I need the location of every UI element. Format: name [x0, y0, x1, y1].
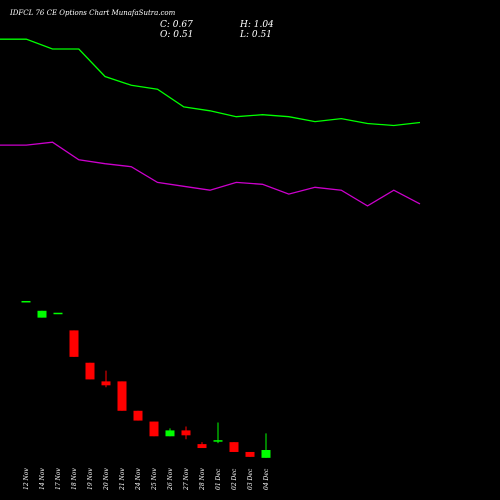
candle-body	[85, 362, 95, 380]
close-value: C: 0.67	[160, 20, 193, 30]
x-tick-label: 20 Nov	[103, 468, 110, 491]
candle-body	[133, 410, 143, 421]
candle-body	[53, 312, 63, 315]
upper-line	[0, 38, 421, 127]
candle-body	[117, 381, 127, 411]
candle-body	[165, 430, 175, 437]
candle	[181, 426, 191, 440]
candle-body	[229, 442, 239, 452]
candle	[37, 310, 47, 318]
candle	[85, 362, 95, 380]
x-tick-label: 19 Nov	[87, 468, 94, 490]
candle-body	[197, 444, 207, 449]
candle	[245, 451, 255, 457]
candle	[197, 442, 207, 449]
candle-body	[69, 330, 79, 357]
x-axis-ticks: 12 Nov 14 Nov 17 Nov 18 Nov 19 Nov 20 Nov 21 N…	[23, 468, 270, 491]
candle	[261, 433, 271, 458]
open-value: O: 0.51	[160, 30, 193, 40]
candle-body	[245, 451, 255, 457]
lower-line	[0, 141, 421, 207]
candle	[117, 381, 127, 411]
x-tick-label: 28 Nov	[199, 468, 206, 491]
candle	[133, 410, 143, 421]
x-tick-label: 04 Dec	[263, 468, 270, 490]
x-tick-label: 02 Dec	[231, 468, 238, 490]
x-tick-label: 25 Nov	[151, 468, 158, 491]
x-tick-label: 21 Nov	[119, 468, 126, 491]
candle	[101, 370, 111, 388]
chart-title: IDFCL 76 CE Options Chart MunafaSutra.co…	[9, 9, 176, 17]
x-tick-label: 03 Dec	[247, 468, 254, 490]
x-tick-label: 17 Nov	[55, 468, 62, 490]
candles-group	[21, 300, 271, 458]
candle	[213, 422, 223, 444]
candle	[229, 442, 239, 452]
indicator-lines	[0, 38, 421, 207]
candle	[69, 330, 79, 357]
candle-body	[261, 450, 271, 458]
x-tick-label: 14 Nov	[39, 468, 46, 490]
high-value: H: 1.04	[239, 20, 274, 30]
candle-body	[181, 430, 191, 436]
candle-body	[213, 440, 223, 442]
candle	[53, 312, 63, 315]
candle-body	[37, 310, 47, 318]
candle	[21, 300, 31, 303]
low-value: L: 0.51	[239, 30, 272, 40]
candle-body	[149, 421, 159, 437]
candle-body	[101, 381, 111, 386]
candle	[165, 428, 175, 437]
x-tick-label: 12 Nov	[23, 468, 30, 490]
x-tick-label: 01 Dec	[215, 468, 222, 490]
candle-body	[21, 300, 31, 303]
x-tick-label: 18 Nov	[71, 468, 78, 490]
candle	[149, 421, 159, 437]
x-tick-label: 24 Nov	[135, 468, 142, 491]
x-tick-label: 26 Nov	[167, 468, 174, 491]
x-tick-label: 27 Nov	[183, 468, 190, 491]
